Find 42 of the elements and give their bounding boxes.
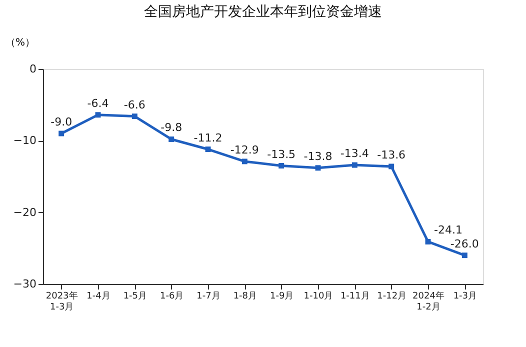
x-tick-label: 2024年 1-2月 [412,290,444,312]
y-tick-label: −10 [13,134,36,148]
data-label: -13.8 [304,150,332,163]
y-tick-label: −30 [13,278,36,290]
x-tick-label: 1-9月 [270,292,294,302]
x-tick-label: 2023年 1-3月 [46,290,78,312]
data-label: -9.0 [50,116,72,128]
data-label: -13.4 [340,147,369,160]
data-label: -13.6 [377,148,406,162]
data-label: -11.2 [194,131,222,144]
data-label: -9.8 [160,121,182,134]
point [95,112,101,118]
point [352,162,358,168]
x-tick-label: 1-6月 [160,292,184,302]
y-tick-label: −20 [13,206,36,219]
y-axis-title: （%） [6,38,36,48]
data-label: -13.5 [267,148,296,161]
data-label: -26.0 [450,237,479,250]
x-tick-label: 1-12月 [377,292,407,302]
point [168,136,174,142]
chart-title: 全国房地产开发企业本年到位资金增速 [144,4,382,20]
x-tick-label: 1-8月 [233,292,258,302]
y-tick-label: 0 [30,62,36,76]
x-tick-label: 1-10月 [304,292,334,302]
point [278,163,284,168]
point [205,146,211,152]
point [242,158,248,164]
x-tick-label: 1-7月 [196,292,220,302]
point [425,238,431,244]
data-label: -6.4 [87,96,109,110]
point [58,130,64,136]
x-tick-label: 1-11月 [340,292,370,302]
point [132,114,138,120]
data-label: -12.9 [230,143,259,156]
x-tick-label: 1-3月 [453,292,478,302]
x-tick-label: 1-4月 [86,292,110,302]
point [315,165,321,171]
x-tick-label: 1-5月 [123,292,148,302]
point [462,252,468,258]
point [388,164,394,170]
data-label: -6.6 [124,98,146,112]
data-label: -24.1 [434,224,462,237]
